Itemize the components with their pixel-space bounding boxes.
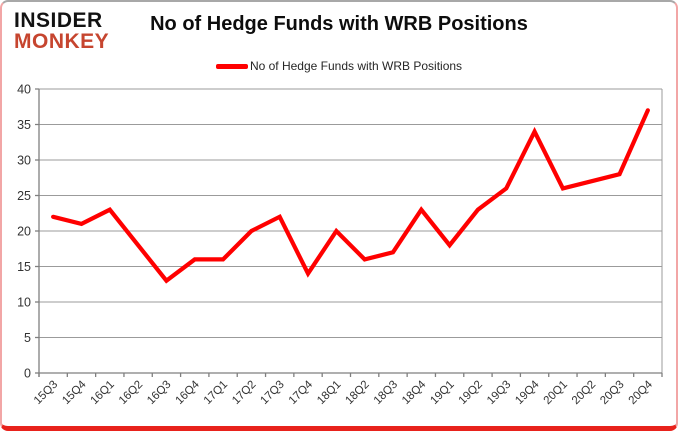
logo-monkey-text: MONKEY bbox=[14, 30, 110, 53]
series-line bbox=[51, 108, 650, 284]
x-tick-label: 18Q2 bbox=[343, 379, 371, 407]
y-tick-label: 30 bbox=[17, 154, 31, 168]
y-tick-label: 10 bbox=[17, 296, 31, 310]
y-tick-label: 5 bbox=[24, 331, 31, 345]
logo-insider-text: INSIDER bbox=[14, 9, 103, 32]
x-tick-label: 15Q3 bbox=[32, 379, 60, 407]
y-tick-label: 25 bbox=[17, 189, 31, 203]
x-tick-label: 16Q1 bbox=[89, 379, 117, 407]
x-axis-labels: 15Q3 15Q4 16Q1 16Q2 16Q3 16Q4 17Q1 17Q2 17Q3 17Q4… bbox=[32, 378, 655, 407]
y-tick-label: 15 bbox=[17, 260, 31, 274]
x-tick-label: 19Q3 bbox=[485, 379, 513, 407]
y-axis-labels: 0 5 10 15 20 25 30 35 40 bbox=[17, 83, 31, 381]
x-tick-label: 18Q3 bbox=[372, 379, 400, 407]
y-tick-label: 0 bbox=[24, 367, 31, 381]
gridlines bbox=[39, 88, 663, 373]
x-tick-label: 16Q4 bbox=[173, 378, 202, 407]
legend: No of Hedge Funds with WRB Positions bbox=[2, 59, 676, 73]
x-tick-label: 19Q4 bbox=[513, 378, 542, 407]
x-tick-label: 18Q1 bbox=[315, 379, 343, 407]
x-tick-label: 20Q2 bbox=[570, 379, 598, 407]
x-tick-label: 17Q4 bbox=[287, 378, 316, 407]
legend-line-marker bbox=[215, 63, 248, 69]
x-tick-label: 18Q4 bbox=[400, 378, 429, 407]
x-tick-label: 17Q2 bbox=[230, 379, 258, 407]
x-tick-label: 16Q2 bbox=[117, 379, 145, 407]
chart-title: No of Hedge Funds with WRB Positions bbox=[150, 13, 528, 35]
x-tick-label: 20Q1 bbox=[542, 379, 570, 407]
x-tick-label: 16Q3 bbox=[145, 379, 173, 407]
x-tick-label: 20Q4 bbox=[627, 378, 656, 407]
x-tick-label: 19Q2 bbox=[457, 379, 485, 407]
x-tick-label: 19Q1 bbox=[428, 379, 456, 407]
x-tick-label: 17Q3 bbox=[258, 379, 286, 407]
y-tick-label: 40 bbox=[17, 83, 31, 97]
x-tick-label: 15Q4 bbox=[60, 378, 89, 407]
axes bbox=[35, 88, 663, 377]
insider-monkey-logo: INSIDER MONKEY bbox=[14, 10, 109, 52]
y-tick-label: 35 bbox=[17, 118, 31, 132]
y-tick-label: 20 bbox=[17, 225, 31, 239]
legend-label: No of Hedge Funds with WRB Positions bbox=[249, 59, 463, 73]
x-tick-label: 17Q1 bbox=[202, 379, 230, 407]
x-tick-label: 20Q3 bbox=[598, 379, 626, 407]
